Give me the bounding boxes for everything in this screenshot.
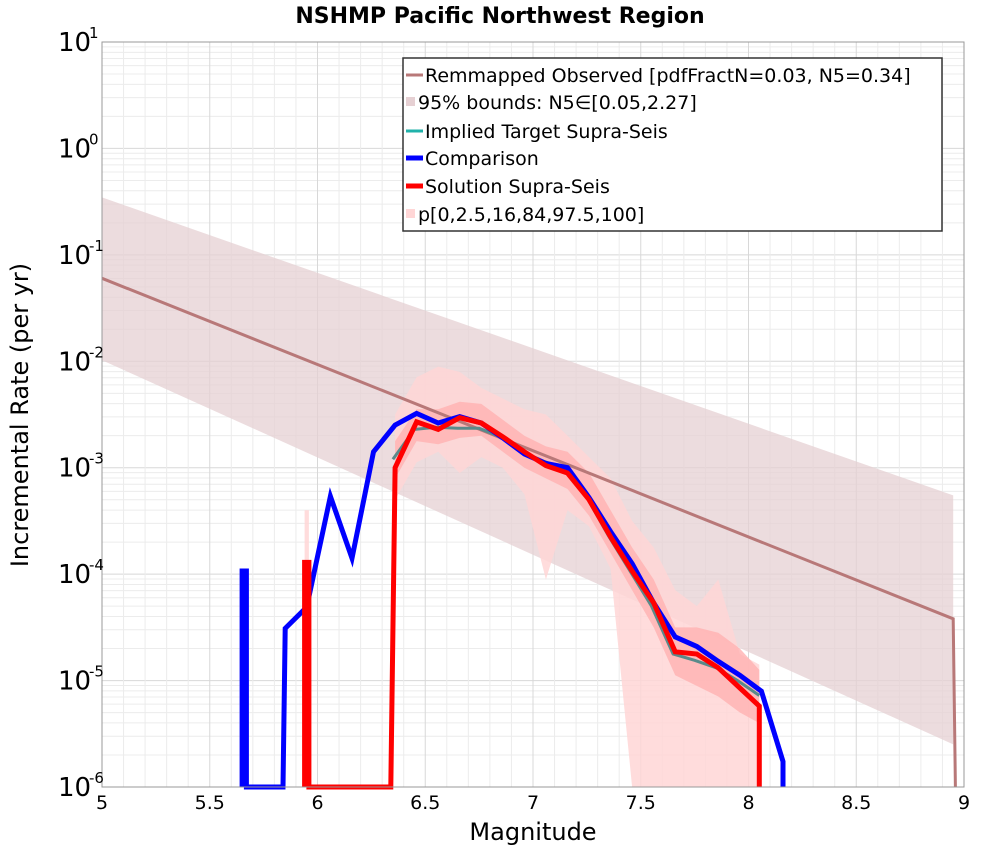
y-tick-label: 10 bbox=[58, 134, 91, 164]
y-tick-exponent: -2 bbox=[89, 343, 104, 361]
legend-entry-solution: Solution Supra-Seis bbox=[425, 176, 610, 198]
observed-line bbox=[101, 276, 957, 788]
y-tick-exponent: -5 bbox=[89, 663, 104, 681]
y-tick-label: 10 bbox=[58, 667, 91, 697]
legend: Remmapped Observed [pdfFractN=0.03, N5=0… bbox=[402, 57, 943, 232]
legend-entry-observed: Remmapped Observed [pdfFractN=0.03, N5=0… bbox=[425, 65, 911, 87]
legend-entry-percentiles: p[0,2.5,16,84,97.5,100] bbox=[418, 204, 644, 226]
x-tick-label: 5 bbox=[96, 792, 108, 814]
legend-swatch-percentiles bbox=[406, 209, 415, 218]
x-tick-labels: 5 5.5 6 6.5 7 7.5 8 8.5 9 bbox=[96, 792, 970, 814]
x-tick-label: 7.5 bbox=[626, 792, 656, 814]
y-tick-label: 10 bbox=[58, 28, 91, 58]
x-tick-label: 6 bbox=[311, 792, 323, 814]
legend-swatch-bounds bbox=[406, 97, 415, 106]
x-tick-label: 9 bbox=[958, 792, 970, 814]
percentile-band-outer bbox=[395, 366, 760, 787]
x-tick-label: 8.5 bbox=[841, 792, 871, 814]
legend-box bbox=[402, 57, 943, 232]
legend-entry-target: Implied Target Supra-Seis bbox=[425, 121, 668, 143]
plot-frame bbox=[101, 41, 965, 788]
x-tick-label: 7 bbox=[527, 792, 539, 814]
x-tick-label: 5.5 bbox=[195, 792, 225, 814]
y-tick-exponent: -6 bbox=[89, 769, 104, 787]
y-tick-label: 10 bbox=[58, 454, 91, 484]
x-axis-label: Magnitude bbox=[469, 818, 596, 846]
y-tick-label: 10 bbox=[58, 241, 91, 271]
y-tick-exponent: 1 bbox=[89, 24, 99, 42]
legend-entry-bounds: 95% bounds: N5∈[0.05,2.27] bbox=[418, 92, 697, 114]
x-tick-label: 6.5 bbox=[410, 792, 440, 814]
x-tick-label: 8 bbox=[742, 792, 754, 814]
y-axis-label: Incremental Rate (per yr) bbox=[6, 263, 34, 567]
y-tick-label: 10 bbox=[58, 560, 91, 590]
y-tick-exponent: -4 bbox=[89, 556, 104, 574]
y-tick-exponent: -3 bbox=[89, 450, 104, 468]
y-tick-exponent: 0 bbox=[89, 130, 99, 148]
chart-title: NSHMP Pacific Northwest Region bbox=[295, 4, 704, 29]
y-tick-exponent: -1 bbox=[89, 237, 104, 255]
y-tick-label: 10 bbox=[58, 773, 91, 803]
legend-entry-comparison: Comparison bbox=[425, 148, 539, 170]
y-tick-label: 10 bbox=[58, 347, 91, 377]
